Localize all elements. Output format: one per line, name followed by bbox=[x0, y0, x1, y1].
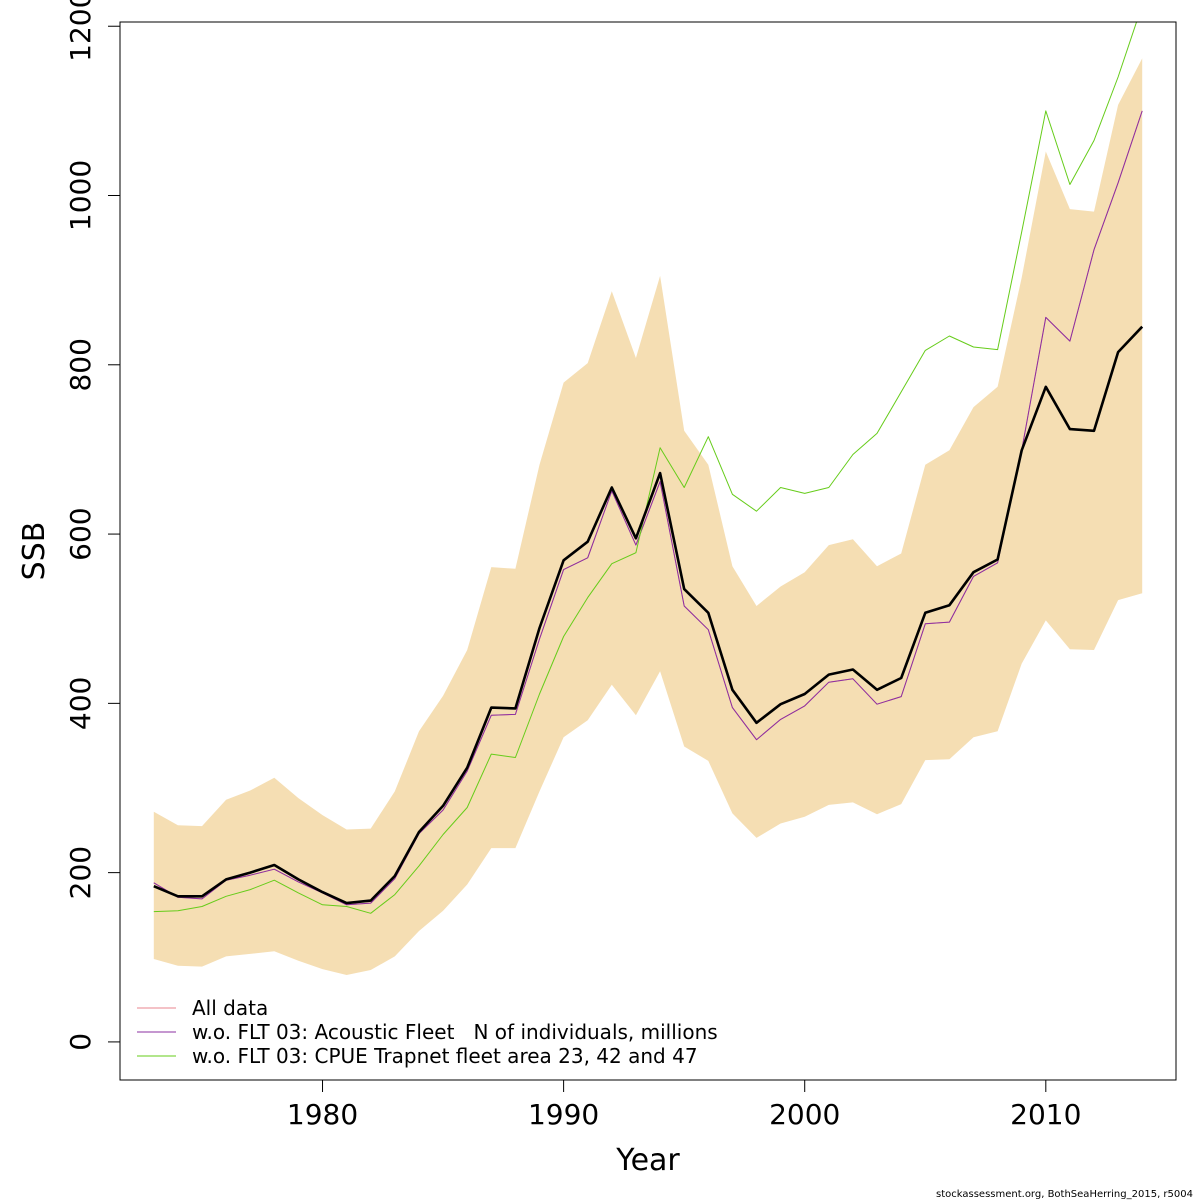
series-line-ssb-estimate bbox=[153, 325, 1144, 905]
x-tick-label: 2000 bbox=[769, 1098, 840, 1131]
legend: All data w.o. FLT 03: Acoustic Fleet N o… bbox=[137, 996, 718, 1068]
y-tick-label: 200 bbox=[64, 846, 97, 899]
y-tick-label: 1000 bbox=[64, 160, 97, 231]
x-tick-label: 2010 bbox=[1010, 1098, 1081, 1131]
y-tick-label: 800 bbox=[64, 338, 97, 391]
y-tick-label: 1200 bbox=[64, 0, 97, 62]
legend-label-all-data: All data bbox=[192, 996, 268, 1020]
y-axis-title: SSB bbox=[17, 522, 52, 581]
legend-label-cpue-trapnet: w.o. FLT 03: CPUE Trapnet fleet area 23,… bbox=[192, 1044, 698, 1068]
x-tick-label: 1990 bbox=[528, 1098, 599, 1131]
series-layer bbox=[153, 22, 1144, 914]
series-line-cpue-trapnet bbox=[153, 22, 1138, 914]
footer-credit: stockassessment.org, BothSeaHerring_2015… bbox=[936, 1189, 1193, 1200]
y-tick-label: 0 bbox=[64, 1033, 97, 1051]
x-axis-title: Year bbox=[615, 1143, 680, 1178]
legend-label-acoustic-fleet: w.o. FLT 03: Acoustic Fleet N of individ… bbox=[192, 1020, 718, 1044]
y-axis: 0 200 400 600 800 1000 1200 bbox=[64, 0, 121, 1051]
x-axis: 1980 1990 2000 2010 bbox=[287, 1079, 1081, 1131]
confidence-band-layer bbox=[153, 58, 1143, 975]
y-tick-label: 400 bbox=[64, 677, 97, 730]
y-tick-label: 600 bbox=[64, 507, 97, 560]
x-tick-label: 1980 bbox=[287, 1098, 358, 1131]
confidence-band bbox=[153, 58, 1143, 975]
